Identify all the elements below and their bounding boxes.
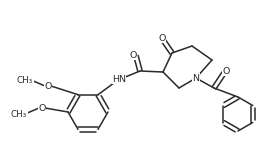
- Text: O: O: [222, 67, 230, 76]
- Text: O: O: [44, 81, 52, 91]
- Text: HN: HN: [112, 75, 126, 84]
- Text: CH₃: CH₃: [17, 76, 33, 84]
- Text: O: O: [158, 33, 166, 43]
- Text: N: N: [193, 73, 200, 83]
- Text: CH₃: CH₃: [11, 109, 27, 119]
- Text: O: O: [129, 51, 137, 60]
- Text: O: O: [38, 104, 46, 112]
